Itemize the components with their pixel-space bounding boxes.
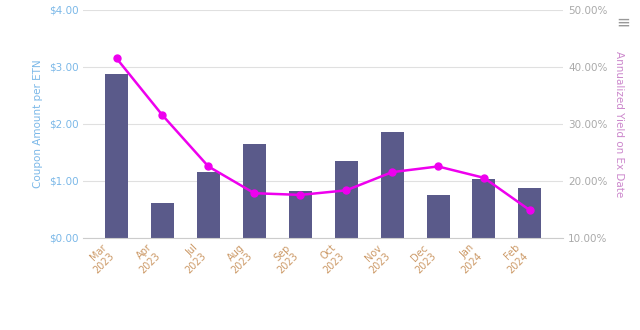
Y-axis label: Coupon Amount per ETN: Coupon Amount per ETN	[33, 59, 43, 188]
Bar	[472, 179, 495, 238]
Bar	[426, 195, 449, 238]
Annualized Yield on Ex Date	[250, 191, 258, 195]
Annualized Yield on Ex Date	[205, 164, 212, 168]
Bar	[105, 74, 128, 238]
Annualized Yield on Ex Date	[480, 176, 488, 180]
Text: ≡: ≡	[616, 13, 630, 31]
Annualized Yield on Ex Date	[296, 193, 304, 197]
Line: Annualized Yield on Ex Date: Annualized Yield on Ex Date	[113, 55, 533, 214]
Bar	[197, 172, 220, 238]
Annualized Yield on Ex Date	[342, 188, 350, 192]
Y-axis label: Annualized Yield on Ex Date: Annualized Yield on Ex Date	[614, 50, 624, 197]
Bar	[243, 144, 266, 238]
Annualized Yield on Ex Date	[434, 164, 442, 168]
Bar	[289, 191, 312, 238]
Annualized Yield on Ex Date	[159, 113, 166, 117]
Annualized Yield on Ex Date	[113, 56, 120, 60]
Bar	[381, 132, 404, 238]
Bar	[151, 203, 174, 238]
Annualized Yield on Ex Date	[388, 170, 396, 174]
Bar	[335, 161, 358, 238]
Annualized Yield on Ex Date	[526, 208, 534, 212]
Bar	[518, 187, 541, 238]
